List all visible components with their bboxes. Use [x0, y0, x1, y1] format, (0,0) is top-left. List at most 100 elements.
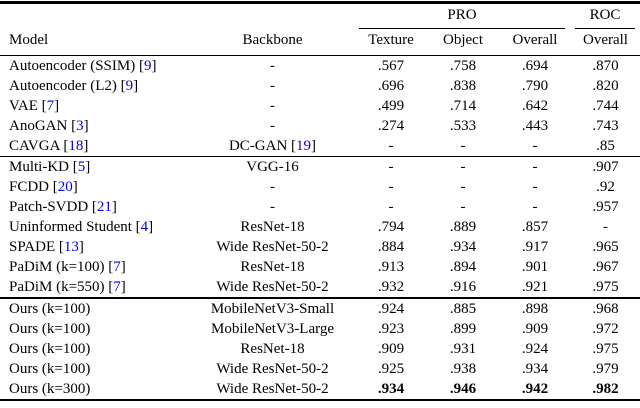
object-value: .894 — [449, 259, 477, 276]
object-value: - — [460, 199, 466, 216]
object-value: .758 — [449, 58, 477, 75]
object-value: - — [460, 179, 466, 196]
table-section-baselines: Autoencoder (SSIM) [9] - .567.758.694.870 A… — [0, 56, 640, 156]
object-value: .533 — [449, 118, 477, 135]
overall-value: .924 — [521, 340, 549, 357]
model-cell: PaDiM (k=550) [7] — [9, 279, 126, 296]
table-row: Autoencoder (SSIM) [9] - .567 .758 .694 .870 — [0, 56, 640, 76]
backbone-cell: Wide ResNet-50-2 — [216, 360, 329, 377]
model-cell: Multi-KD [5] — [9, 159, 91, 176]
object-value: .838 — [449, 78, 477, 95]
backbone-cell: Wide ResNet-50-2 — [216, 279, 329, 296]
citation-number[interactable]: 4 — [140, 219, 149, 236]
overall-value: - — [532, 199, 538, 216]
roc-value: .979 — [592, 360, 619, 377]
bottom-rule — [0, 398, 640, 402]
object-value: .946 — [449, 380, 477, 397]
texture-value: .567 — [377, 58, 405, 75]
citation-ref[interactable]: [9] — [116, 78, 139, 95]
roc-value: .982 — [592, 380, 619, 397]
backbone-cell: - — [270, 98, 275, 115]
citation-number[interactable]: 21 — [96, 199, 112, 216]
backbone-cell: - — [270, 199, 275, 216]
citation-ref[interactable]: [7] — [104, 279, 126, 296]
roc-value: .92 — [596, 179, 615, 196]
citation-number[interactable]: 9 — [143, 58, 152, 75]
model-cell: FCDD [20] — [9, 179, 78, 196]
citation-ref[interactable]: [7] — [104, 259, 126, 276]
table-row: Ours (k=100) ResNet-18 .909 .931 .924 .975 — [0, 339, 640, 359]
model-cell: Patch-SVDD [21] — [9, 199, 117, 216]
citation-number[interactable]: 5 — [77, 159, 86, 176]
citation-ref[interactable]: [5] — [69, 159, 91, 176]
roc-value: .743 — [592, 118, 619, 135]
citation-ref[interactable]: [18] — [59, 138, 89, 155]
roc-overall-column-header: Overall — [583, 32, 628, 48]
object-value: .931 — [449, 340, 477, 357]
citation-ref[interactable]: [20] — [49, 179, 78, 196]
model-cell: CAVGA [18] — [9, 138, 89, 155]
citation-ref[interactable]: [3] — [67, 118, 89, 135]
table-row: AnoGAN [3] - .274 .533 .443 .743 — [0, 116, 640, 136]
object-value: .889 — [449, 219, 477, 236]
roc-group-label: ROC — [575, 4, 635, 29]
texture-value: .909 — [377, 340, 405, 357]
citation-number[interactable]: 20 — [57, 179, 73, 196]
roc-value: .85 — [596, 138, 615, 155]
texture-value: - — [388, 179, 394, 196]
table-row: VAE [7] - .499 .714 .642 .744 — [0, 96, 640, 116]
overall-value: .934 — [521, 360, 549, 377]
object-value: .899 — [449, 320, 477, 337]
pro-group-text: PRO — [447, 7, 477, 23]
texture-value: .499 — [377, 98, 405, 115]
citation-number[interactable]: 9 — [125, 78, 134, 95]
object-value: - — [460, 159, 466, 176]
model-cell: Ours (k=100) — [9, 340, 91, 357]
citation-number[interactable]: 19 — [296, 138, 312, 155]
roc-value: .870 — [592, 58, 619, 75]
model-cell: Ours (k=300) — [9, 380, 91, 397]
citation-number[interactable]: 13 — [63, 239, 79, 256]
pro-group-label: PRO — [359, 4, 565, 29]
object-value: .916 — [449, 279, 477, 296]
table-row: Autoencoder (L2) [9] - .696 .838 .790 .820 — [0, 76, 640, 96]
texture-value: .794 — [377, 219, 405, 236]
citation-ref[interactable]: [13] — [55, 239, 84, 256]
overall-value: .901 — [521, 259, 549, 276]
table-row: Patch-SVDD [21] - - - - .957 — [0, 197, 640, 217]
texture-value: .924 — [377, 300, 405, 317]
table-row: Multi-KD [5] VGG-16 - - - .907 — [0, 157, 640, 177]
roc-value: .968 — [592, 300, 619, 317]
overall-value: - — [532, 179, 538, 196]
roc-value: .820 — [592, 78, 619, 95]
overall-value: .909 — [521, 320, 549, 337]
header-rule — [0, 54, 640, 57]
table-row: Ours (k=100) MobileNetV3-Large .923 .899 .90… — [0, 319, 640, 339]
citation-ref[interactable]: [7] — [37, 98, 60, 115]
citation-ref[interactable]: [4] — [131, 219, 154, 236]
citation-number[interactable]: 7 — [113, 259, 121, 276]
citation-ref[interactable]: [9] — [135, 58, 157, 75]
table-row: Ours (k=100) Wide ResNet-50-2 .925 .938 .934… — [0, 359, 640, 379]
overall-value: .898 — [521, 300, 549, 317]
citation-ref[interactable]: [21] — [88, 199, 117, 216]
texture-value: .934 — [377, 380, 405, 397]
texture-value: .913 — [377, 259, 405, 276]
roc-value: .907 — [592, 159, 619, 176]
citation-number[interactable]: 3 — [76, 118, 84, 135]
citation-number[interactable]: 7 — [46, 98, 55, 115]
backbone-cell: ResNet-18 — [240, 259, 305, 276]
pro-overall-column-header: Overall — [512, 32, 558, 48]
model-cell: Autoencoder (L2) [9] — [9, 78, 139, 95]
citation-ref[interactable]: [19] — [287, 138, 317, 155]
texture-value: - — [388, 138, 394, 155]
model-column-header: Model — [9, 32, 49, 48]
group-header-row: PRO ROC — [0, 4, 640, 29]
citation-number[interactable]: 7 — [113, 279, 121, 296]
citation-number[interactable]: 18 — [68, 138, 84, 155]
texture-value: .274 — [377, 118, 405, 135]
overall-value: - — [532, 138, 538, 155]
roc-value: .975 — [592, 340, 619, 357]
model-cell: VAE [7] — [9, 98, 60, 115]
